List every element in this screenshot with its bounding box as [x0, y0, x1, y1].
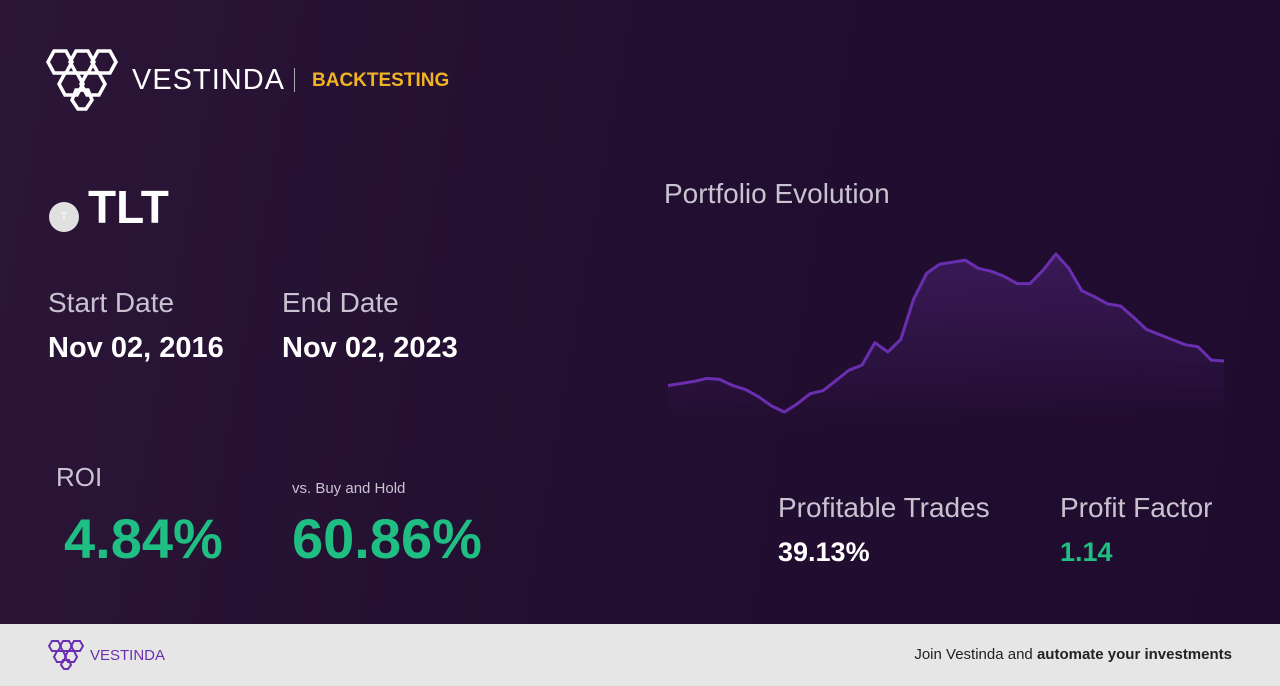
cta-prefix: Join Vestinda and — [914, 646, 1033, 663]
cta: Join Vestinda and automate your investme… — [914, 646, 1232, 663]
start-label: Start Date — [48, 287, 175, 318]
brand: VESTINDA — [132, 64, 286, 96]
line — [667, 252, 1225, 414]
logo — [46, 49, 118, 111]
chart-title: Portfolio Evolution — [664, 178, 890, 209]
factor-value: 1.14 — [1060, 537, 1113, 567]
end-value: Nov 02, 2023 — [282, 332, 458, 364]
buy-hold-value: 60.86% — [292, 507, 482, 570]
end-label: End Date — [282, 287, 399, 318]
footer-logo — [48, 640, 85, 670]
start-value: Nov 02, 2016 — [48, 332, 224, 364]
profitable-value: 39.13% — [778, 537, 870, 567]
footer-brand: VESTINDA — [90, 647, 166, 664]
buy-hold-label: vs. Buy and Hold — [292, 480, 406, 497]
cta-bold: automate your investments — [1036, 646, 1232, 663]
ticker-icon: T — [49, 202, 79, 232]
card: VESTINDA BACKTESTING T TLT Start Date No… — [0, 0, 1280, 624]
ticker-symbol: TLT — [88, 181, 169, 233]
roi-value: 4.84% — [64, 507, 223, 570]
divider — [294, 68, 295, 92]
section: BACKTESTING — [312, 70, 450, 91]
roi-label: ROI — [56, 462, 103, 492]
footer: VESTINDA Join Vestinda and automate your… — [0, 624, 1280, 686]
sparkline — [667, 252, 1225, 428]
area — [668, 254, 1224, 428]
factor-label: Profit Factor — [1060, 492, 1213, 523]
profitable-label: Profitable Trades — [778, 492, 990, 523]
